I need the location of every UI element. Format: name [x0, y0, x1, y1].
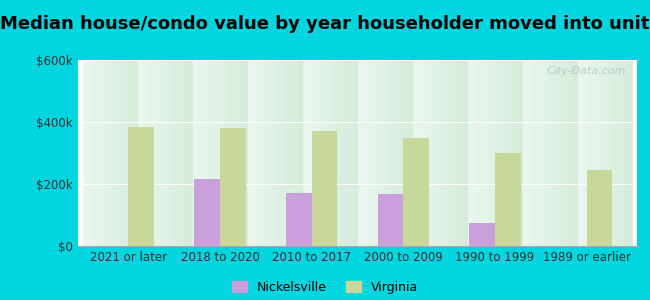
Text: Median house/condo value by year householder moved into unit: Median house/condo value by year househo…: [0, 15, 650, 33]
Legend: Nickelsville, Virginia: Nickelsville, Virginia: [232, 281, 418, 294]
Bar: [129, 127, 154, 246]
Bar: [286, 193, 312, 246]
Bar: [194, 179, 220, 246]
Bar: [220, 128, 246, 246]
Bar: [586, 170, 612, 246]
Bar: [403, 137, 429, 246]
Bar: [378, 194, 403, 246]
Bar: [312, 131, 337, 246]
Text: City-Data.com: City-Data.com: [546, 66, 626, 76]
Bar: [495, 153, 521, 246]
Bar: [469, 223, 495, 246]
